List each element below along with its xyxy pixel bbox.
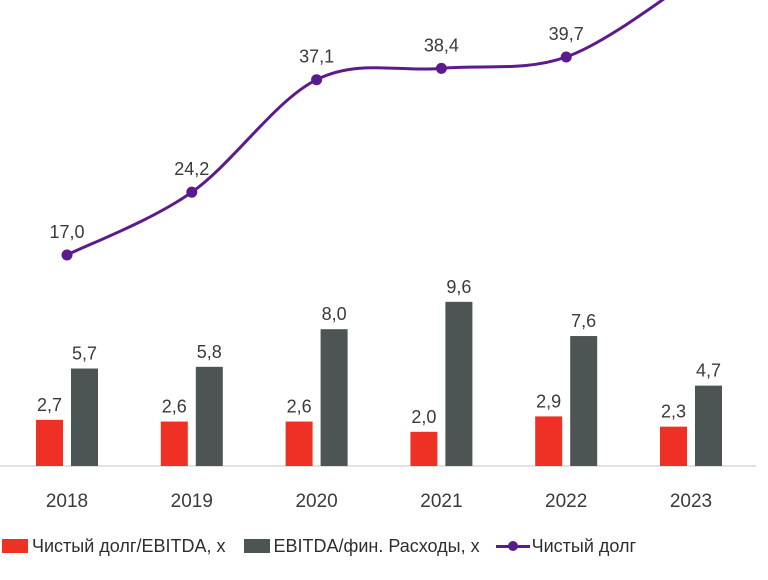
x-tick-label-2022: 2022 [545,491,587,512]
legend-swatch-red [2,539,28,553]
bar-net-debt-ebitda-2022 [535,416,563,466]
legend-item-ebitda-fin-expenses: EBITDA/фин. Расходы, x [243,535,480,557]
data-label-net-debt-2019: 24,2 [174,159,209,179]
net-debt-point-2022 [560,51,572,63]
data-label-net-debt-ebitda-2023: 2,3 [661,402,686,422]
data-label-net-debt-ebitda-2022: 2,9 [536,391,561,411]
bar-ebitda-fin-expenses-2021 [445,301,473,466]
legend-swatch-line [495,539,530,553]
x-tick-label-2020: 2020 [295,491,337,512]
data-label-net-debt-ebitda-2018: 2,7 [37,395,62,415]
data-label-net-debt-ebitda-2019: 2,6 [162,397,187,417]
net-debt-point-2018 [61,249,73,261]
bar-ebitda-fin-expenses-2022 [570,336,598,466]
bar-net-debt-ebitda-2023 [660,426,687,466]
legend-swatch-grey [243,539,270,553]
data-label-ebitda-fin-expenses-2018: 5,7 [72,344,97,364]
legend-label: Чистый долг [531,535,637,556]
x-tick-label-2021: 2021 [420,491,462,512]
data-label-net-debt-ebitda-2020: 2,6 [287,397,312,417]
bar-net-debt-ebitda-2021 [410,431,438,466]
legend-item-net-debt-ebitda: Чистый долг/EBITDA, x [2,536,226,557]
bar-ebitda-fin-expenses-2020 [320,329,348,466]
x-tick-layer: 2018 2019 2020 2021 2022 2023 [46,491,712,512]
legend-label: EBITDA/фин. Расходы, x [273,535,480,556]
bar-ebitda-fin-expenses-2019 [195,366,223,466]
data-label-ebitda-fin-expenses-2020: 8,0 [322,304,347,324]
x-tick-label-2019: 2019 [171,491,213,512]
x-tick-label-2023: 2023 [670,491,712,512]
data-label-layer: 2,7 5,7 2,6 5,8 2,6 8,0 2,0 9,6 2,9 7,6 2,3 4,7 17,0… [37,24,721,427]
line-layer [61,0,665,261]
bar-net-debt-ebitda-2020 [285,421,313,466]
bar-net-debt-ebitda-2019 [160,421,188,466]
net-debt-point-2020 [311,74,323,86]
data-label-net-debt-2020: 37,1 [299,47,334,67]
net-debt-point-2021 [435,62,447,74]
data-label-ebitda-fin-expenses-2022: 7,6 [571,311,596,331]
net-debt-point-2019 [186,186,198,198]
data-label-net-debt-ebitda-2021: 2,0 [411,407,436,427]
data-label-net-debt-2021: 38,4 [424,35,459,55]
bar-ebitda-fin-expenses-2018 [71,368,98,466]
legend: Чистый долг/EBITDA, x EBITDA/фин. Расход… [0,532,768,560]
legend-label: Чистый долг/EBITDA, x [32,535,226,556]
net-debt-line [66,0,665,257]
chart-canvas: 2,7 5,7 2,6 5,8 2,6 8,0 2,0 9,6 2,9 7,6 2,3 4,7 17,0… [0,0,756,512]
data-label-ebitda-fin-expenses-2021: 9,6 [446,277,471,297]
x-tick-label-2018: 2018 [46,491,88,512]
data-label-net-debt-2018: 17,0 [49,222,84,242]
data-label-ebitda-fin-expenses-2023: 4,7 [696,361,721,381]
bar-net-debt-ebitda-2018 [36,419,63,466]
data-label-net-debt-2022: 39,7 [549,24,584,44]
bar-ebitda-fin-expenses-2023 [695,385,722,466]
bar-layer [36,301,722,466]
data-label-ebitda-fin-expenses-2019: 5,8 [197,342,222,362]
legend-item-net-debt: Чистый долг [495,535,637,557]
